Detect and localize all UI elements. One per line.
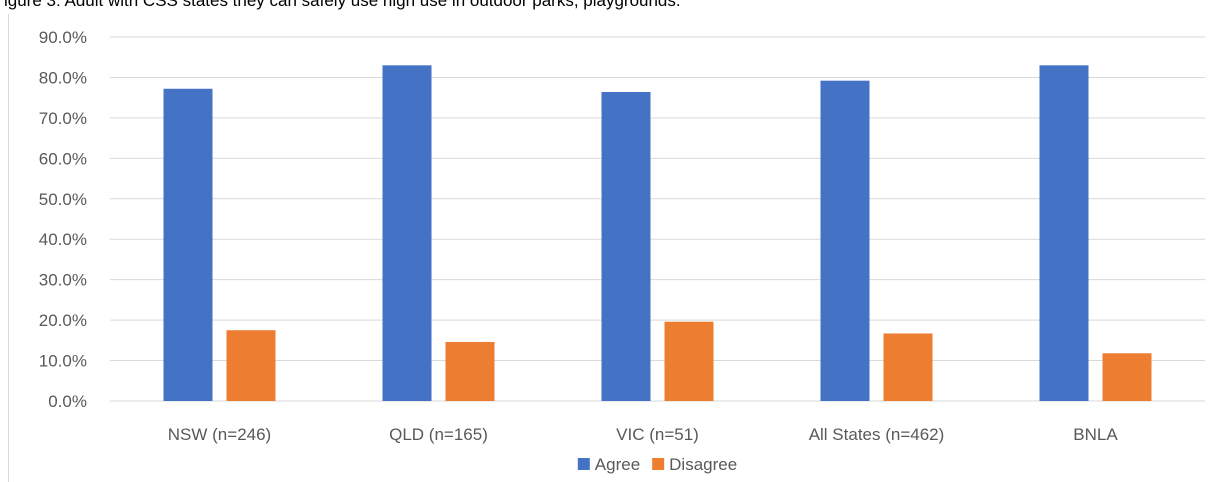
bar-agree	[1039, 65, 1089, 402]
bar-agree	[820, 80, 870, 402]
bar-disagree	[664, 321, 714, 401]
legend-swatch-disagree	[652, 458, 665, 470]
y-tick-label: 90.0%	[39, 28, 87, 47]
legend-swatch-agree	[577, 458, 590, 470]
y-tick-label: 80.0%	[39, 68, 87, 87]
y-tick-label: 40.0%	[39, 230, 87, 249]
y-tick-label: 50.0%	[39, 190, 87, 209]
x-category-label: NSW (n=246)	[168, 425, 271, 444]
y-axis-ticks: 0.0% 10.0% 20.0% 30.0% 40.0% 50.0% 60.0% 70.0% 8…	[39, 28, 87, 411]
x-category-label: QLD (n=165)	[389, 425, 488, 444]
bars	[163, 65, 1152, 402]
y-tick-label: 10.0%	[39, 352, 87, 371]
legend-label-agree: Agree	[595, 455, 640, 474]
bar-disagree	[1102, 353, 1152, 401]
figure-caption: igure 3: Adult with CSS states they can …	[4, 0, 681, 10]
x-category-label: VIC (n=51)	[616, 425, 699, 444]
legend-label-disagree: Disagree	[669, 455, 737, 474]
gridlines	[110, 36, 1205, 402]
legend: Agree Disagree	[577, 455, 737, 474]
bar-disagree	[883, 333, 933, 401]
chart-border	[8, 14, 9, 482]
x-axis-categories: NSW (n=246) QLD (n=165) VIC (n=51) All Stat…	[168, 425, 1119, 444]
x-category-label: BNLA	[1073, 425, 1118, 444]
x-category-label: All States (n=462)	[809, 425, 945, 444]
y-tick-label: 20.0%	[39, 311, 87, 330]
y-tick-label: 70.0%	[39, 109, 87, 128]
bar-agree	[382, 65, 432, 402]
bar-disagree	[226, 330, 276, 401]
y-tick-label: 30.0%	[39, 271, 87, 290]
y-tick-label: 60.0%	[39, 149, 87, 168]
bar-disagree	[445, 341, 495, 401]
y-tick-label: 0.0%	[48, 392, 87, 411]
bar-agree	[601, 92, 651, 401]
bar-agree	[163, 88, 213, 401]
